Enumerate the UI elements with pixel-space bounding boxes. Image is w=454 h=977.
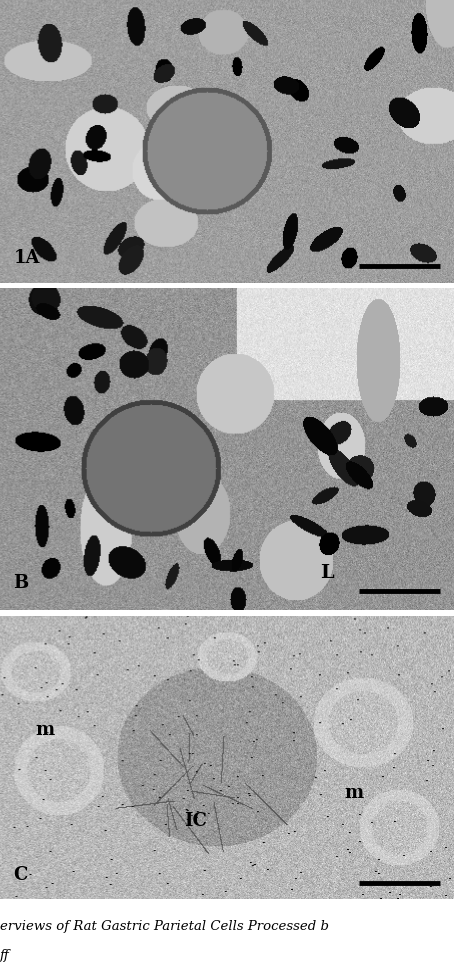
Text: L: L: [320, 564, 334, 581]
Text: erviews of Rat Gastric Parietal Cells Processed b: erviews of Rat Gastric Parietal Cells Pr…: [0, 919, 329, 932]
Text: ff: ff: [0, 948, 10, 961]
Text: m: m: [36, 721, 55, 739]
Text: IC: IC: [184, 812, 207, 829]
Text: 1A: 1A: [14, 249, 40, 267]
Text: B: B: [14, 573, 29, 592]
Text: m: m: [345, 784, 364, 801]
Text: C: C: [14, 865, 28, 883]
